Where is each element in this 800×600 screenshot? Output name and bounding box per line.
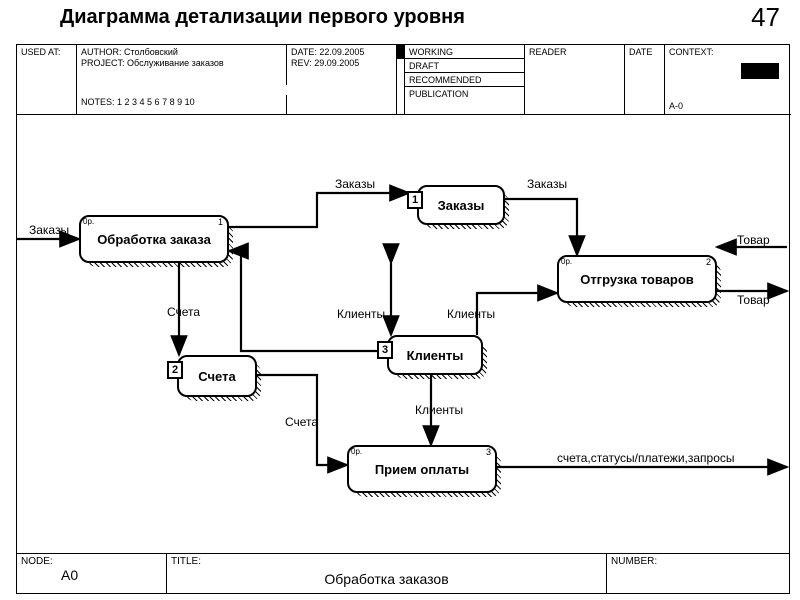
edge-label: Клиенты xyxy=(447,307,495,321)
page-title: Диаграмма детализации первого уровня xyxy=(60,6,465,29)
ftr-number-label: NUMBER: xyxy=(611,556,657,567)
edge-label: Счета xyxy=(285,415,318,429)
node-n4: Счета2 xyxy=(177,355,257,397)
edge-label: Счета xyxy=(167,305,200,319)
edge-label: счета,статусы/платежи,запросы xyxy=(557,451,735,465)
hdr-black-tick xyxy=(397,45,405,59)
node-n3: Отгрузка товаров0р.2 xyxy=(557,255,717,303)
edge-label: Товар xyxy=(737,293,770,307)
edge-label: Заказы xyxy=(527,177,567,191)
hdr-working: WORKING xyxy=(405,45,525,59)
node-tab: 2 xyxy=(167,361,183,379)
context-label: CONTEXT: xyxy=(669,47,714,57)
node-n1: Обработка заказа0р.1 xyxy=(79,215,229,263)
used-at-label: USED AT: xyxy=(21,47,60,57)
edge-label: Заказы xyxy=(335,177,375,191)
node-n5: Клиенты3 xyxy=(387,335,483,375)
notes-label: NOTES: xyxy=(81,97,115,107)
node-tab: 3 xyxy=(377,341,393,359)
node-tr: 3 xyxy=(486,447,491,457)
ftr-node: NODE: A0 xyxy=(17,554,167,593)
ftr-title-label: TITLE: xyxy=(171,556,201,567)
edge xyxy=(229,251,387,351)
notes-value: 1 2 3 4 5 6 7 8 9 10 xyxy=(117,97,195,107)
rev-label: REV: xyxy=(291,58,312,68)
diagram-canvas: Обработка заказа0р.1Заказы1Отгрузка това… xyxy=(17,115,789,553)
ftr-number: NUMBER: xyxy=(607,554,791,593)
edge-label: Клиенты xyxy=(415,403,463,417)
edge xyxy=(505,199,577,255)
node-tab: 1 xyxy=(407,191,423,209)
hdr-author-project: AUTHOR: Столбовский PROJECT: Обслуживани… xyxy=(77,45,287,85)
author-label: AUTHOR: xyxy=(81,47,122,57)
project-value: Обслуживание заказов xyxy=(127,58,224,68)
hdr-dates: DATE: 22.09.2005 REV: 29.09.2005 xyxy=(287,45,397,115)
header-block: USED AT: AUTHOR: Столбовский PROJECT: Об… xyxy=(17,45,789,115)
node-tr: 2 xyxy=(706,257,711,267)
node-n6: Прием оплаты0р.3 xyxy=(347,445,497,493)
date-value: 22.09.2005 xyxy=(319,47,364,57)
hdr-publication: PUBLICATION xyxy=(405,87,525,115)
context-code: A-0 xyxy=(669,101,683,112)
hdr-used-at: USED AT: xyxy=(17,45,77,115)
project-label: PROJECT: xyxy=(81,58,125,68)
node-tl: 0р. xyxy=(83,217,94,226)
node-tl: 0р. xyxy=(561,257,572,266)
ftr-node-label: NODE: xyxy=(21,556,53,567)
edge-label: Заказы xyxy=(29,223,69,237)
edge xyxy=(229,193,409,227)
ftr-node-value: A0 xyxy=(61,567,78,583)
rev-value: 29.09.2005 xyxy=(314,58,359,68)
page-number: 47 xyxy=(751,2,780,33)
hdr-spacer xyxy=(397,59,405,115)
diagram-frame: USED AT: AUTHOR: Столбовский PROJECT: Об… xyxy=(16,44,790,594)
date-label: DATE: xyxy=(291,47,317,57)
hdr-recommended: RECOMMENDED xyxy=(405,73,525,87)
hdr-date2: DATE xyxy=(625,45,665,115)
node-tl: 0р. xyxy=(351,447,362,456)
edge-label: Клиенты xyxy=(337,307,385,321)
hdr-context: CONTEXT: A-0 xyxy=(665,45,791,115)
edge-label: Товар xyxy=(737,233,770,247)
hdr-notes: NOTES: 1 2 3 4 5 6 7 8 9 10 xyxy=(77,95,287,115)
footer-block: NODE: A0 TITLE: Обработка заказов NUMBER… xyxy=(17,553,789,593)
hdr-reader: READER xyxy=(525,45,625,115)
hdr-draft: DRAFT xyxy=(405,59,525,73)
node-tr: 1 xyxy=(218,217,223,227)
ftr-title: TITLE: Обработка заказов xyxy=(167,554,607,593)
author-value: Столбовский xyxy=(124,47,178,57)
node-n2: Заказы1 xyxy=(417,185,505,225)
ftr-title-value: Обработка заказов xyxy=(171,571,602,587)
context-black-box xyxy=(741,63,779,79)
